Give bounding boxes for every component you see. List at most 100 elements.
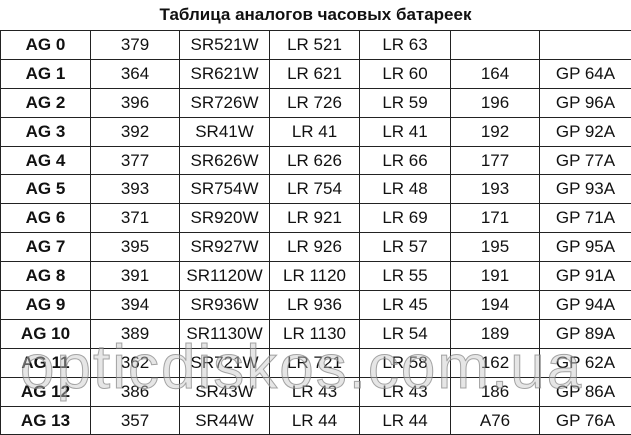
analog-cell: LR 621 xyxy=(269,58,360,89)
analog-cell: SR521W xyxy=(179,30,270,60)
table-row: AG 4 377 SR626W LR 626 LR 66 177 GP 77A xyxy=(0,145,631,176)
analog-cell: A76 xyxy=(450,405,540,435)
analog-cell: SR621W xyxy=(179,58,270,89)
analog-cell: LR 55 xyxy=(359,261,451,292)
table-row: AG 9 394 SR936W LR 936 LR 45 194 GP 94A xyxy=(0,290,631,320)
analog-cell: GP 86A xyxy=(539,376,631,407)
table-row: AG 1 364 SR621W LR 621 LR 60 164 GP 64A xyxy=(0,58,631,89)
table-title: Таблица аналогов часовых батареек xyxy=(159,5,472,24)
analog-cell: 189 xyxy=(450,318,540,349)
analog-cell: 171 xyxy=(450,203,540,234)
analog-cell: GP 92A xyxy=(539,116,631,147)
analog-cell: LR 43 xyxy=(269,376,360,407)
analog-cell: LR 1130 xyxy=(269,318,360,349)
analog-cell: GP 96A xyxy=(539,87,631,118)
analog-cell: 362 xyxy=(90,347,180,378)
battery-analogs-table: AG 0 379 SR521W LR 521 LR 63 AG 1 364 SR621W LR … xyxy=(0,30,631,435)
analog-cell: LR 936 xyxy=(269,290,360,320)
battery-code-cell: AG 4 xyxy=(0,145,91,176)
battery-code-cell: AG 0 xyxy=(0,30,91,60)
analog-cell: 186 xyxy=(450,376,540,407)
analog-cell: 192 xyxy=(450,116,540,147)
analog-cell: LR 521 xyxy=(269,30,360,60)
table-row: AG 11 362 SR721W LR 721 LR 58 162 GP 62A xyxy=(0,347,631,378)
analog-cell: LR 66 xyxy=(359,145,451,176)
table-row: AG 2 396 SR726W LR 726 LR 59 196 GP 96A xyxy=(0,87,631,118)
table-row: AG 5 393 SR754W LR 754 LR 48 193 GP 93A xyxy=(0,174,631,205)
analog-cell: SR721W xyxy=(179,347,270,378)
table-row: AG 8 391 SR1120W LR 1120 LR 55 191 GP 91A xyxy=(0,261,631,292)
battery-code-cell: AG 9 xyxy=(0,290,91,320)
analog-cell: SR1130W xyxy=(179,318,270,349)
analog-cell: SR1120W xyxy=(179,261,270,292)
table-row: AG 10 389 SR1130W LR 1130 LR 54 189 GP 89A xyxy=(0,318,631,349)
analog-cell: LR 926 xyxy=(269,232,360,263)
analog-cell: 193 xyxy=(450,174,540,205)
table-row: AG 13 357 SR44W LR 44 LR 44 A76 GP 76A xyxy=(0,405,631,435)
battery-code-cell: AG 13 xyxy=(0,405,91,435)
battery-code-cell: AG 12 xyxy=(0,376,91,407)
battery-code-cell: AG 11 xyxy=(0,347,91,378)
analog-cell: LR 59 xyxy=(359,87,451,118)
analog-cell: 391 xyxy=(90,261,180,292)
analog-cell: SR41W xyxy=(179,116,270,147)
analog-cell: 377 xyxy=(90,145,180,176)
analog-cell: SR44W xyxy=(179,405,270,435)
analog-cell: GP 91A xyxy=(539,261,631,292)
analog-cell: SR936W xyxy=(179,290,270,320)
analog-cell: 392 xyxy=(90,116,180,147)
table-row: AG 12 386 SR43W LR 43 LR 43 186 GP 86A xyxy=(0,376,631,407)
analog-cell: 194 xyxy=(450,290,540,320)
analog-cell: SR920W xyxy=(179,203,270,234)
analog-cell: 196 xyxy=(450,87,540,118)
battery-code-cell: AG 6 xyxy=(0,203,91,234)
analog-cell: 395 xyxy=(90,232,180,263)
analog-cell: 162 xyxy=(450,347,540,378)
analog-cell: 177 xyxy=(450,145,540,176)
analog-cell: LR 54 xyxy=(359,318,451,349)
table-row: AG 6 371 SR920W LR 921 LR 69 171 GP 71A xyxy=(0,203,631,234)
analog-cell xyxy=(450,30,540,60)
analog-cell: LR 41 xyxy=(269,116,360,147)
analog-cell: LR 45 xyxy=(359,290,451,320)
analog-cell: LR 726 xyxy=(269,87,360,118)
analog-cell: LR 60 xyxy=(359,58,451,89)
table-row: AG 7 395 SR927W LR 926 LR 57 195 GP 95A xyxy=(0,232,631,263)
battery-code-cell: AG 1 xyxy=(0,58,91,89)
battery-code-cell: AG 2 xyxy=(0,87,91,118)
analog-cell: GP 94A xyxy=(539,290,631,320)
battery-code-cell: AG 8 xyxy=(0,261,91,292)
analog-cell: 164 xyxy=(450,58,540,89)
analog-cell: GP 62A xyxy=(539,347,631,378)
analog-cell: GP 95A xyxy=(539,232,631,263)
analog-cell: LR 48 xyxy=(359,174,451,205)
analog-cell: 389 xyxy=(90,318,180,349)
battery-code-cell: AG 10 xyxy=(0,318,91,349)
analog-cell: 394 xyxy=(90,290,180,320)
analog-cell: 393 xyxy=(90,174,180,205)
analog-cell: LR 69 xyxy=(359,203,451,234)
analog-cell: SR754W xyxy=(179,174,270,205)
table-row: AG 3 392 SR41W LR 41 LR 41 192 GP 92A xyxy=(0,116,631,147)
analog-cell: 364 xyxy=(90,58,180,89)
analog-cell: GP 71A xyxy=(539,203,631,234)
analog-cell: SR726W xyxy=(179,87,270,118)
analog-cell: LR 57 xyxy=(359,232,451,263)
analog-cell: 195 xyxy=(450,232,540,263)
analog-cell: 386 xyxy=(90,376,180,407)
battery-code-cell: AG 5 xyxy=(0,174,91,205)
analog-cell: GP 89A xyxy=(539,318,631,349)
analog-cell: 379 xyxy=(90,30,180,60)
analog-cell: 191 xyxy=(450,261,540,292)
battery-code-cell: AG 3 xyxy=(0,116,91,147)
analog-cell: 371 xyxy=(90,203,180,234)
analog-cell: GP 76A xyxy=(539,405,631,435)
analog-cell: 396 xyxy=(90,87,180,118)
analog-cell: LR 921 xyxy=(269,203,360,234)
analog-cell: LR 721 xyxy=(269,347,360,378)
table-row: AG 0 379 SR521W LR 521 LR 63 xyxy=(0,30,631,60)
analog-cell: GP 77A xyxy=(539,145,631,176)
analog-cell: LR 626 xyxy=(269,145,360,176)
analog-cell: SR927W xyxy=(179,232,270,263)
analog-cell: LR 754 xyxy=(269,174,360,205)
